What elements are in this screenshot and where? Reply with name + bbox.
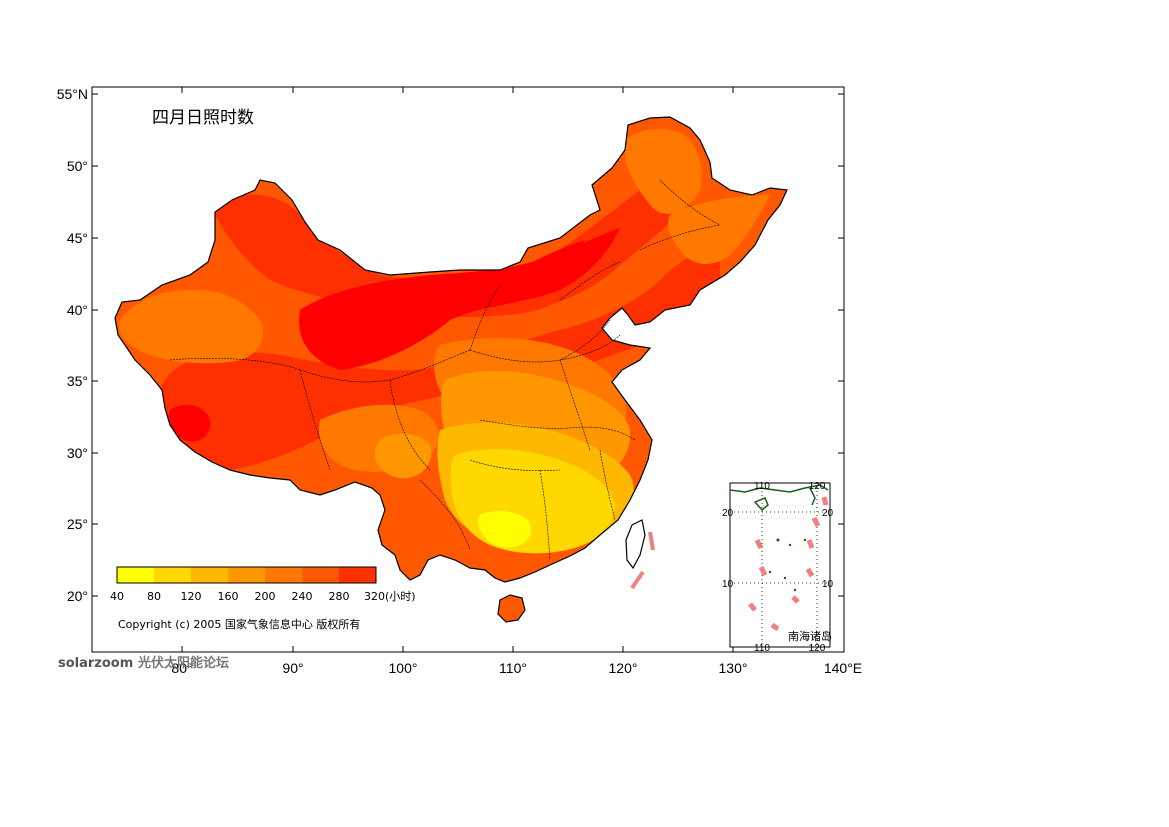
lon-label-80: 80° (171, 660, 192, 676)
lon-label-90: 90° (282, 660, 303, 676)
south-sea-inset: 110 120 20 10 20 10 110 120 南海诸岛 (722, 481, 834, 654)
forum-watermark: solarzoom 光伏太阳能论坛 (58, 655, 229, 671)
legend-label-40: 40 (110, 590, 124, 603)
lat-label-35: 35° (67, 373, 88, 389)
zone-280-west (160, 240, 720, 470)
legend-label-120: 120 (181, 590, 202, 603)
legend-label-240: 240 (292, 590, 313, 603)
lon-label-110: 110° (499, 660, 527, 676)
legend-swatch-40 (117, 567, 154, 583)
zone-320-north (509, 240, 585, 287)
zone-320-tibet (168, 404, 211, 442)
lat-label-40: 40° (67, 302, 88, 318)
lon-label-100: 100° (389, 660, 418, 676)
inset-frame (729, 482, 831, 648)
inset-coastline (729, 484, 829, 512)
legend-label-80: 80 (147, 590, 161, 603)
legend-label-160: 160 (218, 590, 239, 603)
taiwan-island (625, 519, 646, 570)
inset-right-tick-20: 20 (822, 508, 834, 519)
lon-label-120: 120° (609, 660, 638, 676)
axis-ticks (92, 87, 844, 652)
zone-160-sichuan (374, 433, 432, 479)
zone-40 (477, 510, 532, 548)
zone-200-xinjiang (119, 289, 264, 364)
legend-swatch-160 (228, 567, 265, 583)
legend-swatch-280 (339, 567, 376, 583)
inset-right-tick-10: 10 (822, 579, 834, 590)
lat-label-55: 55°N (57, 86, 88, 102)
watermark-brand: solarzoom (58, 656, 133, 671)
latitude-labels: 55°N 50° 45° 40° 35° 30° 25° 20° (57, 86, 88, 604)
watermark-text: 光伏太阳能论坛 (137, 655, 229, 671)
zone-200-east (668, 195, 770, 265)
lat-label-30: 30° (67, 445, 88, 461)
inset-label: 南海诸岛 (788, 629, 832, 643)
zone-280-north (210, 178, 700, 318)
legend-label-200: 200 (255, 590, 276, 603)
inset-islands (768, 538, 807, 592)
inset-top-tick-120: 120 (809, 481, 826, 492)
hainan-island (497, 594, 526, 623)
nine-dash-line-main (630, 531, 655, 590)
inset-nine-dash-line (748, 496, 829, 632)
color-legend: 40 80 120 160 200 240 280 320(小时) (110, 566, 416, 603)
copyright-text: Copyright (c) 2005 国家气象信息中心 版权所有 (118, 617, 360, 631)
legend-label-280: 280 (329, 590, 350, 603)
legend-swatch-240 (302, 567, 339, 583)
legend-swatch-80 (154, 567, 191, 583)
legend-swatch-200 (265, 567, 302, 583)
lat-label-50: 50° (67, 158, 88, 174)
zone-200-northeast (625, 128, 702, 214)
legend-swatch-120 (191, 567, 228, 583)
lon-label-140: 140°E (824, 660, 862, 676)
province-boundaries (169, 179, 721, 561)
inset-top-tick-110: 110 (754, 481, 770, 492)
longitude-labels: 80° 90° 100° 110° 120° 130° 140°E (171, 660, 862, 676)
lon-label-130: 130° (719, 660, 748, 676)
inset-bottom-tick-110: 110 (754, 643, 770, 654)
inset-left-tick-10: 10 (722, 579, 734, 590)
legend-label-320: 320(小时) (364, 590, 416, 603)
inset-bottom-tick-120: 120 (809, 643, 826, 654)
lat-label-25: 25° (67, 516, 88, 532)
lat-label-45: 45° (67, 230, 88, 246)
map-title: 四月日照时数 (152, 108, 254, 128)
inset-left-tick-20: 20 (722, 508, 734, 519)
lat-label-20: 20° (67, 588, 88, 604)
